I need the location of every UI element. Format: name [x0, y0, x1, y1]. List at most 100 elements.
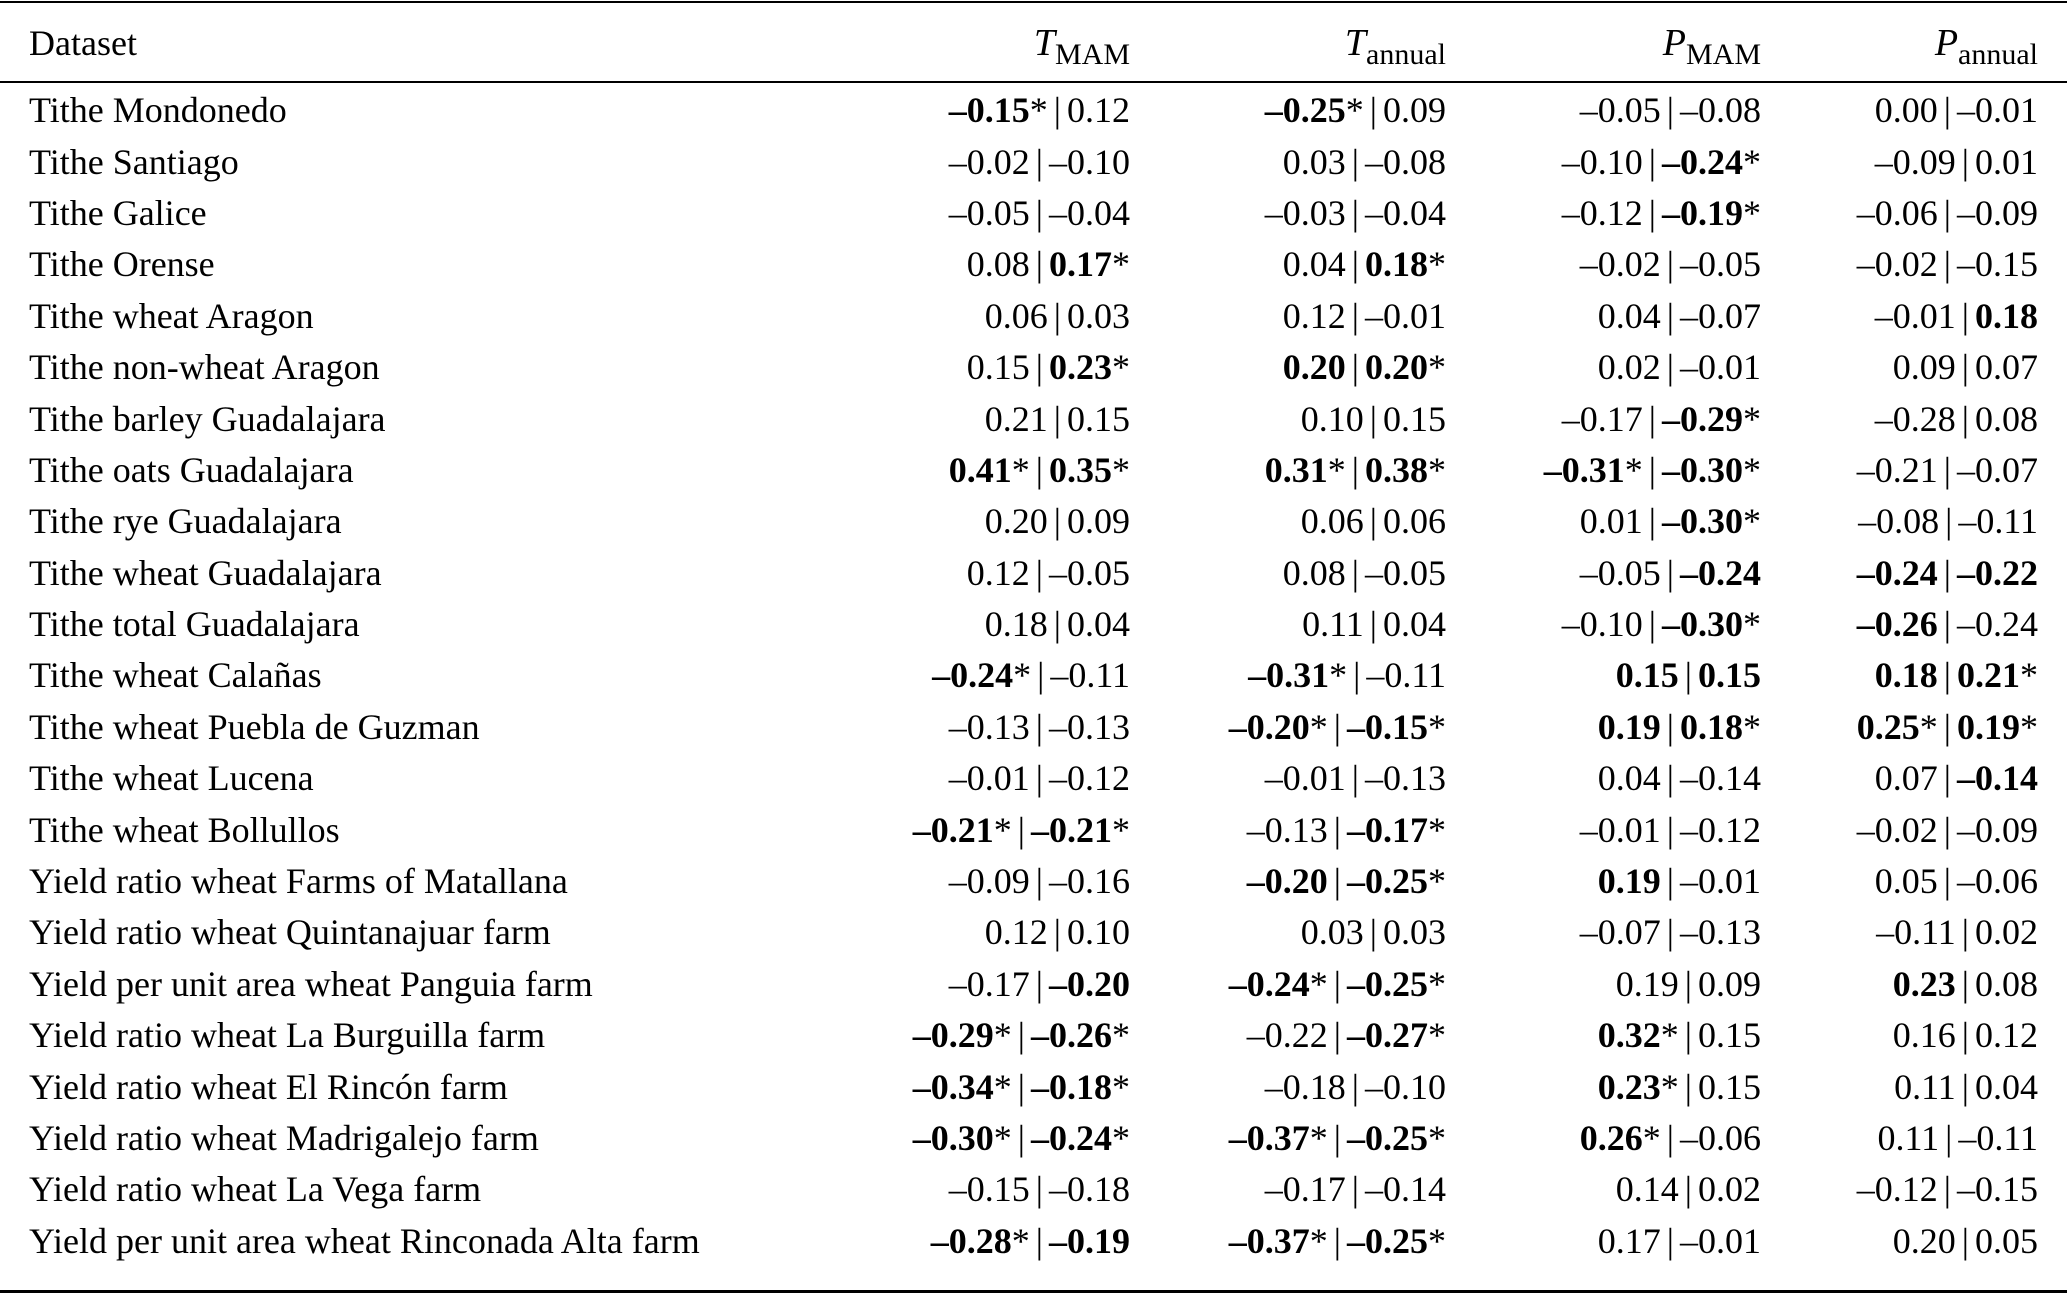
value-separator: | — [1943, 244, 1951, 285]
value: –0.03 — [1264, 192, 1346, 233]
correlation-cell: –0.02 | –0.09 — [1761, 804, 2038, 855]
value-separator: | — [1351, 244, 1359, 285]
value-separator: | — [1017, 1066, 1025, 1107]
value-separator: | — [1351, 347, 1359, 388]
dataset-name: Tithe total Guadalajara — [29, 604, 360, 645]
value-separator: | — [1053, 501, 1061, 542]
table-row: Tithe wheat Calañas –0.24* | –0.11 –0.31* | –0… — [29, 650, 2038, 701]
value: –0.08 — [1858, 501, 1940, 542]
value: 0.15 — [966, 347, 1030, 388]
table-row: Yield ratio wheat Quintanajuar farm 0.12 |… — [29, 907, 2038, 958]
significant-value: –0.18 — [1031, 1066, 1112, 1107]
value-separator: | — [1943, 552, 1951, 593]
value: 0.02 — [1698, 1169, 1761, 1210]
value: –0.12 — [1680, 809, 1761, 850]
significance-asterisk: * — [1743, 501, 1761, 542]
significant-value: –0.31 — [1543, 449, 1625, 490]
value-separator: | — [1961, 963, 1969, 1004]
value: 0.04 — [1282, 244, 1346, 285]
value-separator: | — [1666, 244, 1674, 285]
significance-asterisk: * — [1743, 449, 1761, 490]
significance-asterisk: * — [1112, 449, 1130, 490]
value: 0.15 — [1067, 398, 1130, 439]
correlation-cell: –0.09 | 0.01 — [1761, 136, 2038, 187]
value: –0.06 — [1957, 861, 2038, 902]
value: –0.21 — [1856, 449, 1938, 490]
correlation-cell: 0.23 | 0.08 — [1761, 959, 2038, 1010]
dataset-name: Yield ratio wheat Quintanajuar farm — [29, 912, 551, 953]
correlation-cell: 0.15 | 0.15 — [1446, 650, 1761, 701]
value-separator: | — [1666, 912, 1674, 953]
value: 0.03 — [1300, 912, 1364, 953]
significant-value: –0.21 — [1031, 809, 1112, 850]
value: 0.06 — [1383, 501, 1446, 542]
value-separator: | — [1369, 501, 1377, 542]
correlation-cell: 0.19 | 0.09 — [1446, 959, 1761, 1010]
correlation-cell: 0.18 | 0.21* — [1761, 650, 2038, 701]
value-separator: | — [1053, 295, 1061, 336]
correlation-cell: 0.07 | –0.14 — [1761, 753, 2038, 804]
dataset-name: Tithe wheat Lucena — [29, 758, 314, 799]
table-bottom-rule — [0, 1290, 2067, 1293]
correlation-cell: 0.21 | 0.15 — [800, 393, 1130, 444]
value-separator: | — [1351, 552, 1359, 593]
value: –0.08 — [1680, 90, 1761, 131]
correlation-cell: 0.14 | 0.02 — [1446, 1164, 1761, 1215]
value: 0.02 — [1597, 347, 1661, 388]
significant-value: 0.23 — [1049, 347, 1112, 388]
value: 0.04 — [1067, 604, 1130, 645]
value-separator: | — [1666, 347, 1674, 388]
correlation-cell: –0.02 | –0.15 — [1761, 239, 2038, 290]
value-separator: | — [1333, 963, 1341, 1004]
significant-value: –0.29 — [912, 1015, 994, 1056]
correlation-cell: –0.10 | –0.24* — [1446, 136, 1761, 187]
significance-asterisk: * — [1428, 244, 1446, 285]
dataset-name: Tithe rye Guadalajara — [29, 501, 342, 542]
correlation-cell: 0.31* | 0.38* — [1130, 445, 1446, 496]
value-separator: | — [1945, 501, 1953, 542]
value: –0.13 — [1365, 758, 1446, 799]
correlation-cell: 0.15 | 0.23* — [800, 342, 1130, 393]
value-separator: | — [1035, 861, 1043, 902]
header-symbol: T — [1033, 21, 1055, 64]
significant-value: 0.25 — [1856, 706, 1920, 747]
significance-asterisk: * — [1013, 655, 1032, 696]
significant-value: 0.15 — [1698, 655, 1761, 696]
header-subscript: MAM — [1054, 37, 1130, 71]
value: 0.09 — [1067, 501, 1130, 542]
dataset-name: Tithe Santiago — [29, 141, 239, 182]
correlation-cell: 0.12 | –0.01 — [1130, 291, 1446, 342]
correlation-cell: –0.22 | –0.27* — [1130, 1010, 1446, 1061]
significant-value: 0.41 — [948, 449, 1012, 490]
significant-value: –0.26 — [1856, 604, 1938, 645]
table-body: Tithe Mondonedo –0.15* | 0.12 –0.25* | 0.09 –0.… — [29, 81, 2038, 1267]
correlation-cell: 0.12 | –0.05 — [800, 548, 1130, 599]
value: –0.10 — [1365, 1066, 1446, 1107]
correlation-cell: –0.07 | –0.13 — [1446, 907, 1761, 958]
significance-asterisk: * — [1329, 655, 1348, 696]
significant-value: –0.24 — [932, 655, 1014, 696]
table-row: Tithe Galice –0.05 | –0.04 –0.03 | –0.04 –0.12 |… — [29, 188, 2038, 239]
dataset-name: Tithe wheat Calañas — [29, 655, 322, 696]
value-separator: | — [1961, 398, 1969, 439]
correlation-cell: 0.08 | –0.05 — [1130, 548, 1446, 599]
value: 0.04 — [1975, 1066, 2038, 1107]
value-separator: | — [1648, 141, 1656, 182]
value-separator: | — [1666, 861, 1674, 902]
correlation-cell: –0.01 | –0.12 — [1446, 804, 1761, 855]
value-separator: | — [1648, 449, 1656, 490]
significance-asterisk: * — [1327, 449, 1346, 490]
value: –0.24 — [1957, 604, 2038, 645]
value-separator: | — [1035, 449, 1043, 490]
table-row: Yield ratio wheat Madrigalejo farm –0.30*… — [29, 1113, 2038, 1164]
value-separator: | — [1684, 655, 1692, 696]
significant-value: 0.20 — [1282, 347, 1346, 388]
correlation-cell: 0.10 | 0.15 — [1130, 393, 1446, 444]
correlation-cell: 0.25* | 0.19* — [1761, 702, 2038, 753]
header-subscript: annual — [1958, 37, 2038, 71]
value: –0.01 — [1579, 809, 1661, 850]
significant-value: 0.31 — [1264, 449, 1328, 490]
significant-value: 0.15 — [1615, 655, 1679, 696]
correlation-cell: 0.11 | 0.04 — [1761, 1061, 2038, 1112]
dataset-name: Yield ratio wheat La Burguilla farm — [29, 1015, 546, 1056]
